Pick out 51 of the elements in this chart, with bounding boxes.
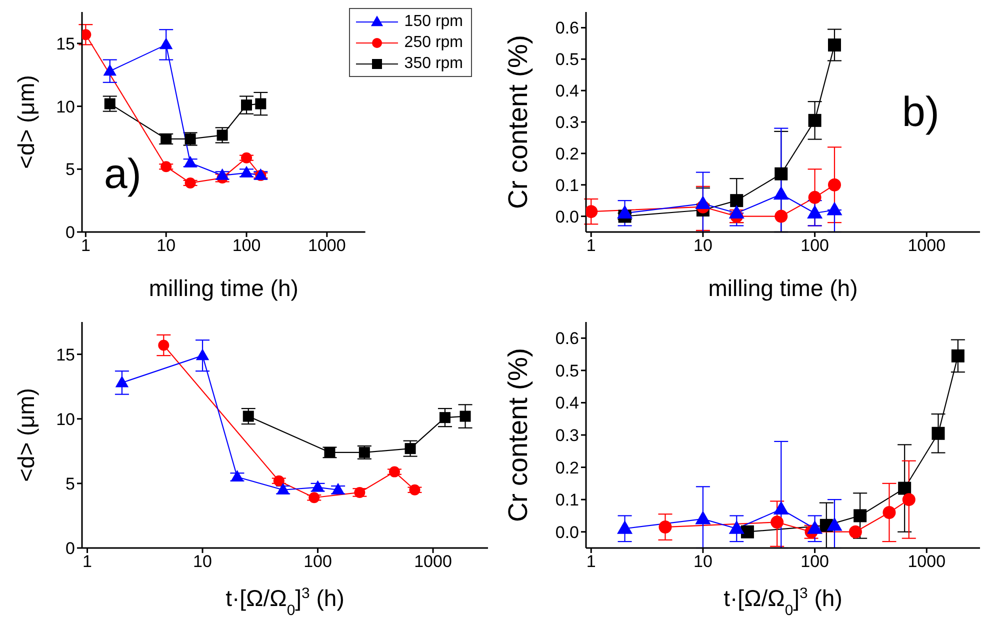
- x-tick-label: 100: [304, 552, 332, 572]
- x-tick-label: 100: [800, 552, 829, 572]
- legend-label: 150 rpm: [404, 12, 463, 32]
- y-tick-label: 0.3: [555, 426, 579, 446]
- x-tick-label: 1000: [908, 236, 946, 256]
- y-axis-title: Cr content (%): [503, 348, 533, 522]
- x-axis-title: milling time (h): [148, 275, 298, 301]
- x-tick-label: 1: [586, 236, 596, 256]
- legend-label: 250 rpm: [404, 33, 463, 53]
- y-tick-label: 0.0: [555, 207, 579, 226]
- x-axis-title: t·[Ω/Ω$_{0}$]$^{3}$ (h): [226, 584, 344, 618]
- y-tick-label: 0.0: [555, 522, 579, 542]
- y-tick-label: 10: [56, 410, 75, 429]
- y-tick-label: 0.4: [555, 82, 579, 101]
- y-tick-label: 5: [66, 474, 75, 494]
- y-tick-label: 5: [66, 160, 75, 180]
- legend-label: 350 rpm: [404, 54, 463, 74]
- y-tick-label: 0.2: [555, 458, 579, 478]
- y-tick-label: 0.1: [555, 176, 579, 195]
- y-tick-label: 0: [66, 223, 75, 242]
- x-tick-label: 10: [693, 236, 712, 256]
- x-tick-label: 100: [232, 236, 261, 256]
- y-tick-label: 0.3: [555, 113, 579, 132]
- x-tick-label: 10: [193, 552, 212, 572]
- y-tick-label: 0.5: [555, 50, 579, 70]
- y-tick-label: 15: [56, 34, 75, 54]
- x-tick-label: 10: [156, 236, 176, 256]
- y-axis-title: <d> (μm): [13, 75, 39, 169]
- y-tick-label: 15: [56, 345, 75, 364]
- x-axis-title: milling time (h): [708, 275, 858, 301]
- x-tick-label: 1000: [414, 552, 452, 572]
- y-tick-label: 0.6: [555, 329, 579, 348]
- y-tick-label: 10: [56, 97, 75, 116]
- y-tick-label: 0.1: [555, 490, 579, 510]
- y-tick-label: 0: [66, 539, 75, 558]
- y-tick-label: 0.2: [555, 144, 579, 164]
- y-tick-label: 0.6: [555, 18, 579, 38]
- y-tick-label: 0.4: [555, 394, 579, 413]
- x-tick-label: 1000: [308, 236, 346, 256]
- y-axis-title: <d> (μm): [13, 388, 39, 482]
- x-tick-label: 1: [586, 552, 596, 572]
- x-tick-label: 100: [800, 236, 829, 256]
- x-tick-label: 1000: [908, 552, 946, 572]
- y-axis-title: Cr content (%): [503, 34, 533, 210]
- x-tick-label: 1: [82, 552, 92, 572]
- y-tick-label: 0.5: [555, 361, 579, 380]
- x-axis-title: t·[Ω/Ω$_{0}$]$^{3}$ (h): [724, 584, 842, 618]
- x-tick-label: 1: [80, 236, 90, 256]
- annotation: a): [104, 150, 142, 198]
- annotation: b): [902, 88, 940, 136]
- x-tick-label: 10: [693, 552, 712, 572]
